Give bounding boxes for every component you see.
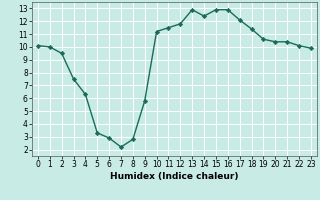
X-axis label: Humidex (Indice chaleur): Humidex (Indice chaleur)	[110, 172, 239, 181]
